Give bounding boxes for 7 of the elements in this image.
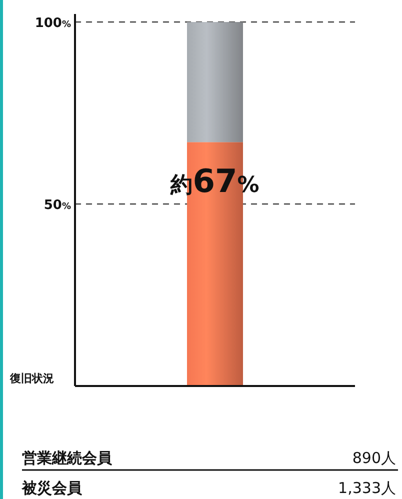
text: 営業継続会員 — [22, 449, 113, 467]
y-tick-label: 50% — [44, 198, 71, 213]
y-tick-label: 100% — [34, 16, 71, 31]
text: 被災会員 — [21, 479, 83, 497]
text: 1,333人 — [338, 479, 396, 497]
y-axis-title: 復旧状況 — [9, 372, 54, 385]
text: 890人 — [352, 449, 396, 467]
